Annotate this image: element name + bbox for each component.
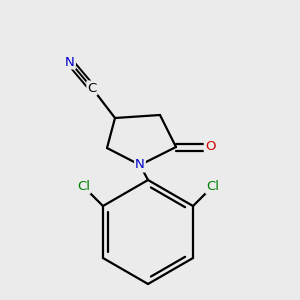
Text: Cl: Cl — [77, 180, 90, 193]
Text: N: N — [65, 56, 75, 68]
Text: O: O — [205, 140, 215, 154]
Text: C: C — [87, 82, 97, 94]
Text: N: N — [135, 158, 145, 172]
Text: Cl: Cl — [206, 180, 219, 193]
